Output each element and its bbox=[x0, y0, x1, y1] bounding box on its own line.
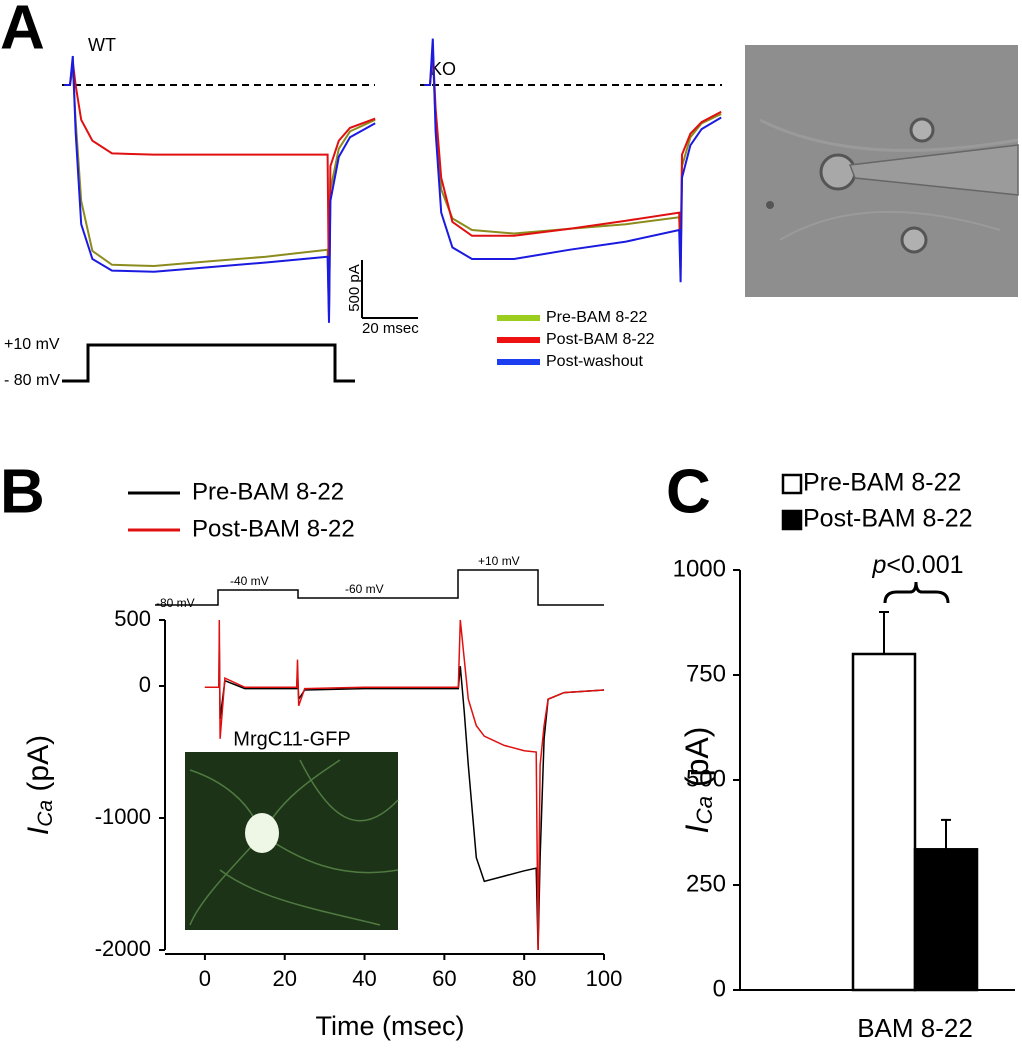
y-tick-label: 1000 bbox=[673, 555, 726, 582]
protocol-label: -80 mV bbox=[156, 596, 195, 610]
trace bbox=[64, 55, 376, 323]
trace-title: WT bbox=[88, 35, 116, 55]
fluorescence-inset bbox=[185, 752, 399, 930]
legend-label: Post-BAM 8-22 bbox=[192, 515, 355, 542]
y-tick-label: -2000 bbox=[95, 936, 151, 961]
label-part: (pA) bbox=[679, 727, 715, 796]
protocol-label: +10 mV bbox=[4, 336, 60, 353]
x-axis-label: Time (msec) bbox=[316, 1011, 465, 1041]
voltage-protocol bbox=[62, 343, 355, 383]
x-tick-label: 0 bbox=[199, 966, 211, 991]
inset-label: MrgC11-GFP bbox=[233, 728, 350, 750]
protocol-label: -60 mV bbox=[345, 582, 384, 596]
micrograph bbox=[745, 45, 1019, 297]
annotation-part: p bbox=[871, 551, 886, 579]
panel-letter: C bbox=[666, 457, 711, 526]
voltage-protocol bbox=[155, 569, 604, 606]
y-tick-label: 250 bbox=[686, 870, 726, 897]
legend-swatch bbox=[781, 509, 803, 531]
trace-title: KO bbox=[430, 59, 456, 79]
scale-bar-label: 20 msec bbox=[362, 320, 419, 337]
label-part: I bbox=[22, 827, 55, 835]
legend-label: Post-BAM 8-22 bbox=[803, 505, 973, 533]
y-tick-label: 0 bbox=[713, 975, 726, 1002]
trace bbox=[424, 55, 722, 271]
x-tick-label: 100 bbox=[586, 966, 623, 991]
y-tick-label: -1000 bbox=[95, 804, 151, 829]
x-tick-label: 40 bbox=[352, 966, 376, 991]
panel-letter: B bbox=[0, 457, 45, 526]
protocol-label: - 80 mV bbox=[4, 372, 60, 389]
panel-letter: A bbox=[0, 0, 45, 62]
y-axis-label: ICa (pA) bbox=[22, 735, 57, 835]
legend-label: Pre-BAM 8-22 bbox=[803, 469, 961, 497]
y-tick-label: 500 bbox=[686, 765, 726, 792]
bar bbox=[913, 848, 979, 992]
label-part: I bbox=[679, 824, 715, 833]
annotation-part: <0.001 bbox=[886, 551, 963, 579]
x-tick-label: 60 bbox=[432, 966, 456, 991]
protocol-label: +10 mV bbox=[478, 554, 520, 568]
y-tick-label: 750 bbox=[686, 660, 726, 687]
x-tick-label: 20 bbox=[272, 966, 296, 991]
bar bbox=[851, 652, 917, 992]
label-part: Ca bbox=[34, 800, 57, 827]
x-tick-label: BAM 8-22 bbox=[857, 1013, 973, 1043]
legend-label: Post-BAM 8-22 bbox=[546, 331, 655, 348]
legend-swatch bbox=[781, 473, 803, 495]
label-part: Ca bbox=[692, 796, 717, 825]
annotation: p<0.001 bbox=[871, 551, 963, 579]
legend-label: Pre-BAM 8-22 bbox=[546, 309, 647, 326]
y-tick-label: 0 bbox=[139, 672, 151, 697]
y-axis-label: ICa (pA) bbox=[679, 727, 716, 834]
y-tick-label: 500 bbox=[114, 606, 151, 631]
trace bbox=[424, 38, 722, 283]
label-part: (pA) bbox=[22, 735, 55, 800]
legend-label: Post-washout bbox=[546, 353, 643, 370]
legend-label: Pre-BAM 8-22 bbox=[192, 478, 344, 505]
protocol-label: -40 mV bbox=[230, 574, 269, 588]
x-tick-label: 80 bbox=[512, 966, 536, 991]
scale-bar-label: 500 pA bbox=[346, 264, 363, 312]
trace bbox=[204, 619, 605, 951]
significance-bracket bbox=[883, 581, 950, 604]
